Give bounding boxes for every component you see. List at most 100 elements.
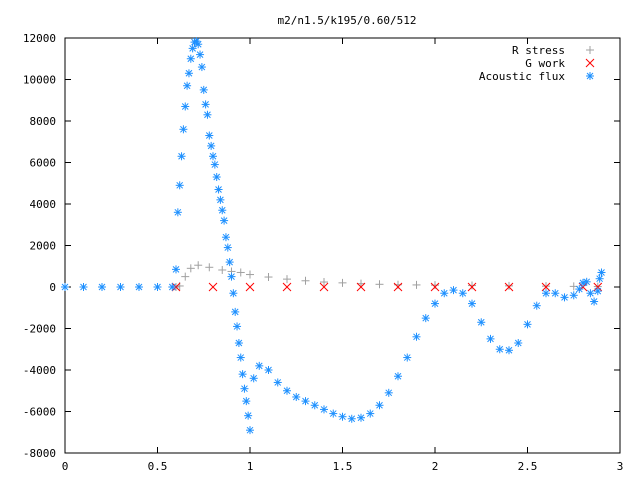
data-point [135, 283, 143, 291]
data-point [207, 141, 216, 150]
data-point [184, 69, 193, 78]
data-point [201, 100, 210, 109]
data-point [412, 332, 421, 341]
data-point [384, 388, 393, 397]
data-point [597, 268, 606, 277]
data-point [467, 282, 477, 292]
data-point [245, 282, 255, 292]
series-layer [61, 37, 606, 435]
data-point [264, 273, 273, 282]
data-point [227, 272, 236, 281]
data-point [175, 181, 184, 190]
data-point [505, 346, 513, 355]
x-tick-label: 1 [247, 460, 254, 473]
data-point [179, 125, 188, 134]
data-point [214, 185, 223, 194]
data-point [523, 320, 532, 329]
data-point [234, 339, 243, 348]
data-point [477, 318, 486, 327]
data-point [216, 195, 225, 204]
data-point [221, 233, 230, 242]
data-point [532, 301, 541, 310]
y-tick-label: 0 [49, 281, 56, 294]
data-point [177, 152, 186, 161]
data-point [569, 291, 578, 300]
x-tick-label: 0.5 [148, 460, 168, 473]
y-tick-label: 10000 [23, 74, 56, 87]
data-point [210, 160, 219, 169]
data-point [283, 386, 291, 395]
data-point [338, 412, 347, 421]
data-point [582, 277, 591, 286]
data-point [249, 374, 258, 383]
data-point [233, 322, 242, 331]
data-point [366, 409, 375, 418]
data-point [240, 384, 249, 393]
data-point [116, 283, 125, 291]
data-point [421, 314, 430, 323]
data-point [61, 283, 69, 291]
data-point [560, 293, 569, 302]
data-point [440, 289, 449, 298]
chart-title: m2/n1.5/k195/0.60/512 [277, 14, 416, 27]
data-point [505, 281, 513, 290]
data-point [220, 216, 229, 225]
x-tick-label: 3 [617, 460, 624, 473]
data-point [542, 289, 550, 298]
data-point [223, 243, 232, 252]
data-point [98, 283, 106, 291]
data-point [153, 283, 162, 291]
data-point [458, 289, 467, 298]
data-point [209, 152, 217, 161]
data-point [301, 276, 310, 285]
legend-marker [586, 72, 594, 80]
data-point [255, 361, 264, 370]
data-point [236, 268, 245, 277]
data-point [551, 289, 560, 298]
data-point [292, 392, 301, 401]
data-point [541, 282, 551, 292]
data-point [236, 353, 245, 362]
data-point [595, 274, 604, 283]
data-point [264, 366, 273, 374]
data-point [246, 426, 254, 435]
data-point [449, 286, 458, 295]
data-point [504, 282, 514, 292]
data-point [199, 85, 208, 94]
data-point [319, 282, 329, 292]
data-point [181, 102, 190, 111]
data-point [431, 281, 439, 290]
series-acoustic-flux [61, 37, 606, 435]
data-point [468, 299, 476, 308]
data-point [218, 206, 227, 215]
data-point [593, 282, 603, 292]
data-point [347, 414, 356, 423]
data-point [403, 353, 412, 362]
data-point [172, 265, 180, 274]
data-point [79, 283, 88, 291]
legend-marker [586, 46, 594, 54]
legend-label: G work [525, 57, 565, 70]
y-tick-label: 2000 [30, 240, 57, 253]
data-point [514, 339, 523, 348]
x-tick-label: 0 [62, 460, 69, 473]
y-tick-label: -6000 [23, 406, 56, 419]
y-tick-label: 6000 [30, 157, 57, 170]
data-point [301, 397, 310, 406]
data-point [194, 261, 203, 270]
data-point [329, 409, 338, 418]
data-point [282, 282, 292, 292]
data-point [186, 54, 195, 63]
data-point [186, 264, 195, 273]
data-point [205, 131, 214, 140]
data-point [173, 208, 182, 217]
y-tick-label: 8000 [30, 115, 57, 128]
data-point [208, 282, 218, 292]
y-tick-label: 4000 [30, 198, 57, 211]
y-tick-label: 12000 [23, 32, 56, 45]
data-point [181, 272, 190, 281]
data-point [575, 285, 584, 294]
y-tick-label: -4000 [23, 364, 56, 377]
data-point [486, 334, 495, 343]
